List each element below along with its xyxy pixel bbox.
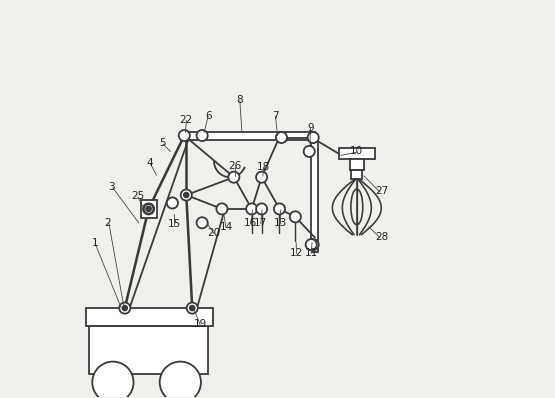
Bar: [312, 244, 317, 252]
Circle shape: [143, 203, 154, 215]
Text: 9: 9: [307, 123, 314, 133]
Text: 26: 26: [229, 161, 241, 171]
Text: 16: 16: [244, 218, 258, 228]
Circle shape: [167, 197, 178, 209]
Text: 10: 10: [350, 146, 364, 156]
Bar: [182, 132, 315, 140]
Text: 8: 8: [236, 95, 243, 105]
Bar: [140, 200, 157, 218]
Circle shape: [147, 207, 150, 211]
Circle shape: [307, 239, 319, 250]
Text: 13: 13: [274, 218, 287, 228]
Circle shape: [160, 362, 201, 398]
Circle shape: [146, 207, 151, 211]
Circle shape: [274, 203, 285, 215]
Circle shape: [307, 132, 319, 143]
Text: 25: 25: [132, 191, 144, 201]
Circle shape: [306, 239, 317, 250]
Circle shape: [196, 217, 208, 228]
Circle shape: [216, 203, 228, 215]
Text: 1: 1: [92, 238, 98, 248]
Text: 14: 14: [219, 222, 233, 232]
Text: 22: 22: [180, 115, 193, 125]
Text: 19: 19: [194, 319, 207, 329]
Circle shape: [190, 306, 195, 310]
Text: 4: 4: [147, 158, 153, 168]
Circle shape: [256, 203, 267, 215]
Circle shape: [179, 130, 190, 141]
Text: 7: 7: [272, 111, 279, 121]
Circle shape: [123, 306, 127, 310]
Circle shape: [92, 362, 134, 398]
Text: 11: 11: [305, 248, 318, 258]
Circle shape: [181, 189, 192, 201]
Text: 15: 15: [168, 219, 181, 229]
Text: 3: 3: [108, 182, 115, 192]
Circle shape: [228, 172, 239, 183]
Circle shape: [196, 130, 208, 141]
Bar: [87, 308, 213, 326]
Circle shape: [144, 204, 153, 214]
Text: 27: 27: [375, 186, 388, 196]
Bar: [339, 148, 375, 159]
Text: 28: 28: [375, 232, 388, 242]
Text: 17: 17: [254, 218, 268, 228]
Circle shape: [186, 302, 198, 314]
Text: 12: 12: [290, 248, 303, 258]
Bar: [351, 170, 362, 179]
Text: 5: 5: [159, 139, 166, 148]
Bar: [311, 138, 319, 245]
Text: 18: 18: [257, 162, 270, 172]
Circle shape: [119, 302, 130, 314]
Circle shape: [256, 172, 267, 183]
Text: 6: 6: [205, 111, 211, 121]
Circle shape: [304, 146, 315, 157]
Circle shape: [246, 203, 258, 215]
Text: 20: 20: [208, 228, 220, 238]
Bar: [89, 326, 208, 373]
Text: 2: 2: [104, 218, 111, 228]
Bar: [350, 158, 364, 170]
Circle shape: [290, 211, 301, 222]
Circle shape: [184, 193, 189, 197]
Circle shape: [276, 132, 287, 143]
